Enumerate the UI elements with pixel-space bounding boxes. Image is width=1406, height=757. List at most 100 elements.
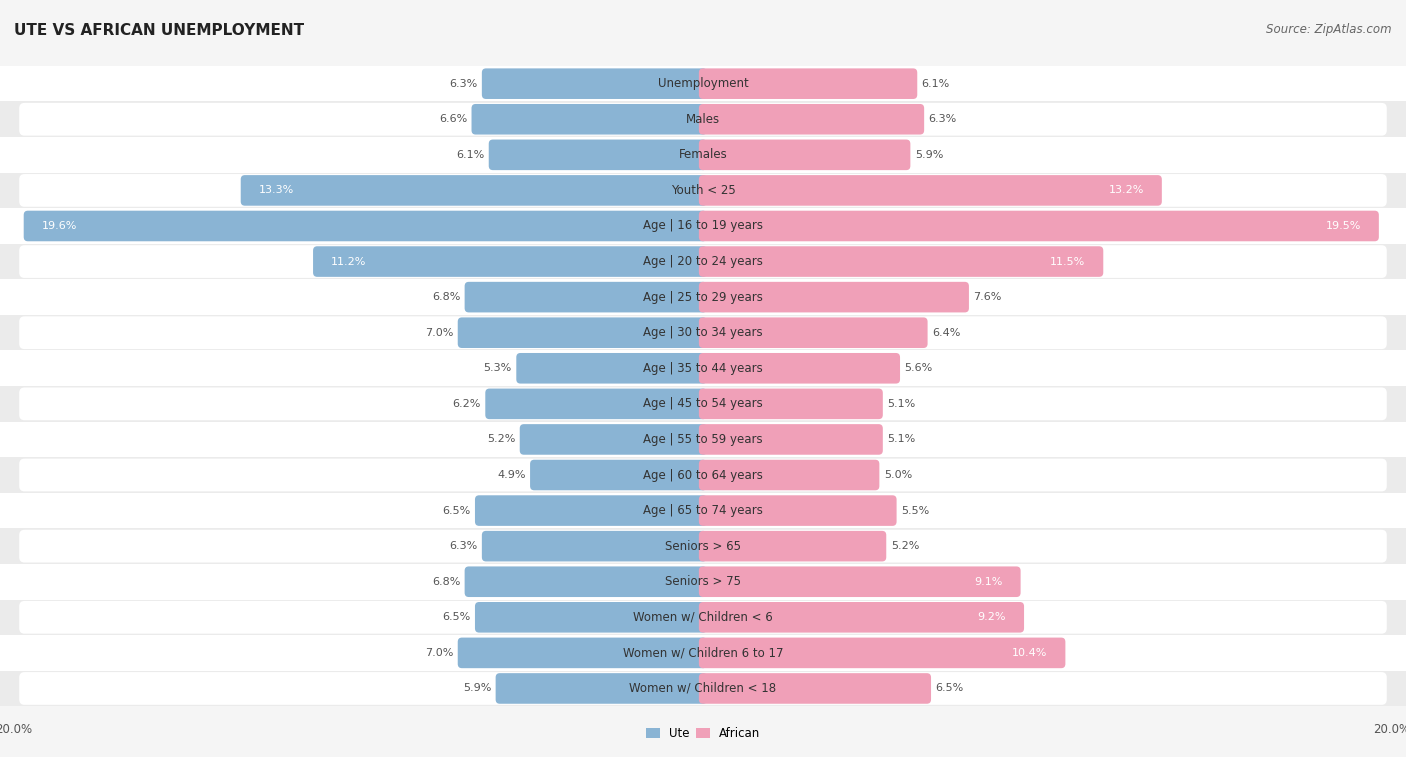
Text: 5.9%: 5.9% [463,684,491,693]
Legend: Ute, African: Ute, African [641,722,765,745]
Text: Women w/ Children < 18: Women w/ Children < 18 [630,682,776,695]
Text: 6.3%: 6.3% [449,79,478,89]
FancyBboxPatch shape [0,564,1406,600]
FancyBboxPatch shape [0,493,1406,528]
Text: 19.6%: 19.6% [42,221,77,231]
FancyBboxPatch shape [20,388,1386,420]
FancyBboxPatch shape [699,388,883,419]
FancyBboxPatch shape [699,175,1161,206]
Text: 6.1%: 6.1% [456,150,484,160]
FancyBboxPatch shape [20,494,1386,527]
FancyBboxPatch shape [699,459,879,491]
FancyBboxPatch shape [458,317,707,348]
Text: 5.2%: 5.2% [891,541,920,551]
FancyBboxPatch shape [475,602,707,633]
FancyBboxPatch shape [0,101,1406,137]
Text: Age | 20 to 24 years: Age | 20 to 24 years [643,255,763,268]
FancyBboxPatch shape [20,565,1386,598]
FancyBboxPatch shape [20,139,1386,171]
FancyBboxPatch shape [20,316,1386,349]
Text: 7.6%: 7.6% [973,292,1002,302]
FancyBboxPatch shape [240,175,707,206]
FancyBboxPatch shape [699,602,1024,633]
FancyBboxPatch shape [24,210,707,241]
Text: Youth < 25: Youth < 25 [671,184,735,197]
FancyBboxPatch shape [496,673,707,704]
Text: 6.3%: 6.3% [928,114,957,124]
FancyBboxPatch shape [0,422,1406,457]
Text: 19.5%: 19.5% [1326,221,1361,231]
Text: Age | 65 to 74 years: Age | 65 to 74 years [643,504,763,517]
FancyBboxPatch shape [0,137,1406,173]
Text: 6.1%: 6.1% [922,79,950,89]
Text: 6.8%: 6.8% [432,577,460,587]
FancyBboxPatch shape [464,566,707,597]
FancyBboxPatch shape [20,601,1386,634]
Text: 4.9%: 4.9% [498,470,526,480]
FancyBboxPatch shape [530,459,707,491]
FancyBboxPatch shape [458,637,707,668]
FancyBboxPatch shape [0,173,1406,208]
FancyBboxPatch shape [20,459,1386,491]
FancyBboxPatch shape [699,531,886,562]
FancyBboxPatch shape [20,281,1386,313]
FancyBboxPatch shape [20,637,1386,669]
FancyBboxPatch shape [0,350,1406,386]
FancyBboxPatch shape [699,210,1379,241]
FancyBboxPatch shape [699,495,897,526]
Text: Unemployment: Unemployment [658,77,748,90]
Text: 5.1%: 5.1% [887,435,915,444]
Text: Seniors > 75: Seniors > 75 [665,575,741,588]
Text: 6.3%: 6.3% [449,541,478,551]
Text: Seniors > 65: Seniors > 65 [665,540,741,553]
FancyBboxPatch shape [20,210,1386,242]
FancyBboxPatch shape [0,315,1406,350]
FancyBboxPatch shape [0,635,1406,671]
Text: 13.3%: 13.3% [259,185,294,195]
FancyBboxPatch shape [0,457,1406,493]
Text: 5.1%: 5.1% [887,399,915,409]
FancyBboxPatch shape [699,68,917,99]
FancyBboxPatch shape [20,423,1386,456]
Text: Males: Males [686,113,720,126]
Text: 5.5%: 5.5% [901,506,929,516]
FancyBboxPatch shape [0,528,1406,564]
FancyBboxPatch shape [516,353,707,384]
Text: 5.0%: 5.0% [884,470,912,480]
FancyBboxPatch shape [485,388,707,419]
FancyBboxPatch shape [314,246,707,277]
FancyBboxPatch shape [520,424,707,455]
Text: Females: Females [679,148,727,161]
FancyBboxPatch shape [482,531,707,562]
Text: 9.2%: 9.2% [977,612,1007,622]
Text: Source: ZipAtlas.com: Source: ZipAtlas.com [1267,23,1392,36]
FancyBboxPatch shape [699,353,900,384]
FancyBboxPatch shape [0,279,1406,315]
Text: 6.6%: 6.6% [439,114,467,124]
Text: 7.0%: 7.0% [425,648,453,658]
Text: 5.3%: 5.3% [484,363,512,373]
Text: 6.2%: 6.2% [453,399,481,409]
Text: Age | 45 to 54 years: Age | 45 to 54 years [643,397,763,410]
Text: 5.2%: 5.2% [486,435,515,444]
FancyBboxPatch shape [20,245,1386,278]
FancyBboxPatch shape [20,530,1386,562]
FancyBboxPatch shape [471,104,707,135]
Text: 11.2%: 11.2% [330,257,367,266]
FancyBboxPatch shape [699,673,931,704]
FancyBboxPatch shape [0,66,1406,101]
Text: 6.5%: 6.5% [935,684,963,693]
Text: 7.0%: 7.0% [425,328,453,338]
Text: Age | 25 to 29 years: Age | 25 to 29 years [643,291,763,304]
FancyBboxPatch shape [0,386,1406,422]
FancyBboxPatch shape [699,104,924,135]
Text: 13.2%: 13.2% [1108,185,1144,195]
Text: 5.9%: 5.9% [915,150,943,160]
Text: 6.5%: 6.5% [443,612,471,622]
FancyBboxPatch shape [482,68,707,99]
Text: 6.8%: 6.8% [432,292,460,302]
Text: Women w/ Children < 6: Women w/ Children < 6 [633,611,773,624]
FancyBboxPatch shape [0,671,1406,706]
FancyBboxPatch shape [20,103,1386,136]
FancyBboxPatch shape [699,246,1104,277]
